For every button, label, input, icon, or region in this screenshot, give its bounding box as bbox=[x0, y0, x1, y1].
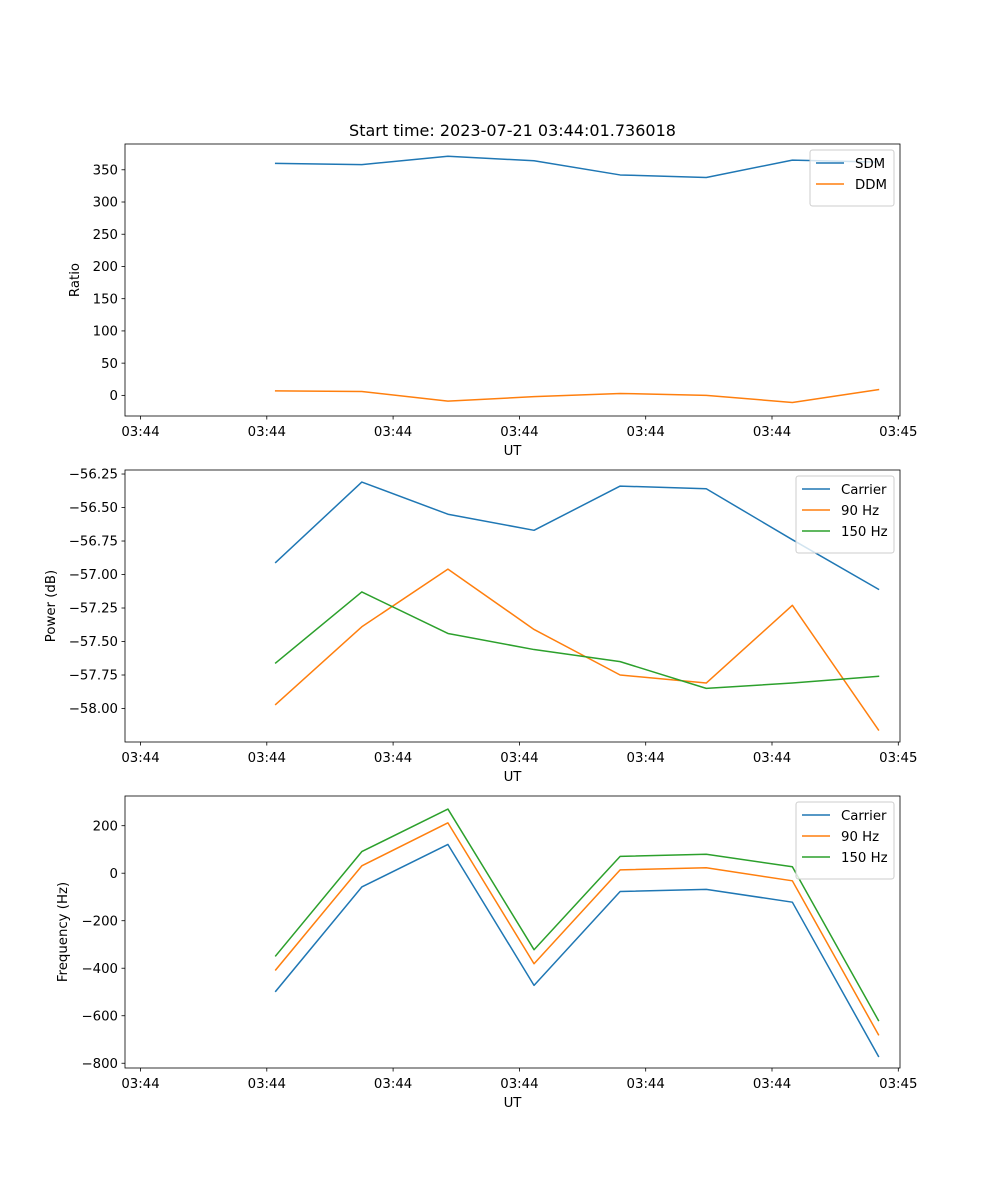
legend: Carrier 90 Hz 150 Hz bbox=[795, 801, 895, 880]
y-tick-label: −400 bbox=[81, 962, 118, 977]
x-tick-label: 03:44 bbox=[374, 751, 412, 766]
x-tick-label: 03:44 bbox=[500, 1077, 538, 1092]
x-tick-label: 03:44 bbox=[753, 425, 791, 440]
series-line-sdm bbox=[274, 155, 880, 179]
x-tick-label: 03:45 bbox=[879, 751, 917, 766]
y-tick-label: −56.50 bbox=[69, 501, 118, 516]
y-tick-label: 150 bbox=[93, 292, 118, 307]
y-tick-label: 200 bbox=[93, 260, 118, 275]
y-tick-label: 200 bbox=[93, 819, 118, 834]
legend-box bbox=[795, 801, 895, 880]
y-tick-label: 300 bbox=[93, 196, 118, 211]
y-tick-label: 350 bbox=[93, 163, 118, 178]
x-tick-label: 03:44 bbox=[374, 1077, 412, 1092]
series-line-90-hz bbox=[274, 568, 880, 731]
y-tick-label: −56.25 bbox=[69, 468, 118, 483]
x-tick-label: 03:44 bbox=[753, 751, 791, 766]
x-tick-label: 03:44 bbox=[753, 1077, 791, 1092]
series-line-90-hz bbox=[274, 822, 880, 1036]
y-tick-label: −57.00 bbox=[69, 568, 118, 583]
x-axis-label: UT bbox=[504, 444, 523, 459]
y-tick-label: −600 bbox=[81, 1009, 118, 1024]
series-line-carrier bbox=[274, 843, 880, 1058]
legend: Carrier 90 Hz 150 Hz bbox=[795, 475, 895, 554]
plot-area bbox=[125, 470, 900, 742]
x-tick-label: 03:44 bbox=[627, 1077, 665, 1092]
legend-label: Carrier bbox=[841, 809, 887, 824]
x-tick-label: 03:44 bbox=[627, 751, 665, 766]
series-line-150-hz bbox=[274, 808, 880, 1022]
legend-label: SDM bbox=[855, 157, 885, 172]
y-axis-label: Ratio bbox=[68, 263, 83, 297]
x-tick-label: 03:44 bbox=[248, 425, 286, 440]
x-tick-label: 03:45 bbox=[879, 425, 917, 440]
x-tick-label: 03:44 bbox=[500, 751, 538, 766]
y-tick-label: −56.75 bbox=[69, 535, 118, 550]
y-tick-label: −57.75 bbox=[69, 669, 118, 684]
y-tick-label: 0 bbox=[110, 389, 118, 404]
series-line-150-hz bbox=[274, 591, 880, 690]
y-tick-label: −200 bbox=[81, 914, 118, 929]
x-axis-label: UT bbox=[504, 770, 523, 785]
y-axis-label: Power (dB) bbox=[44, 570, 59, 642]
x-axis-label: UT bbox=[504, 1096, 523, 1111]
legend-label: 150 Hz bbox=[841, 851, 888, 866]
legend-box bbox=[795, 475, 895, 554]
x-tick-label: 03:44 bbox=[374, 425, 412, 440]
y-tick-label: 100 bbox=[93, 325, 118, 340]
y-tick-label: 0 bbox=[110, 867, 118, 882]
x-tick-label: 03:44 bbox=[248, 1077, 286, 1092]
x-tick-label: 03:44 bbox=[248, 751, 286, 766]
legend-label: 90 Hz bbox=[841, 504, 879, 519]
series-line-ddm bbox=[274, 388, 880, 404]
chart-panel-2: 03:44 03:44 03:44 03:44 03:44 03:44 03:45 −58.0… bbox=[44, 468, 917, 785]
plot-area bbox=[125, 796, 900, 1068]
axes-frame bbox=[124, 143, 901, 417]
axes-frame bbox=[124, 795, 901, 1069]
axes-frame bbox=[124, 469, 901, 743]
legend-box bbox=[809, 149, 895, 207]
legend-label: 90 Hz bbox=[841, 830, 879, 845]
x-tick-label: 03:45 bbox=[879, 1077, 917, 1092]
y-axis-label: Frequency (Hz) bbox=[56, 882, 71, 982]
series-line-carrier bbox=[274, 481, 880, 591]
legend-label: DDM bbox=[855, 178, 887, 193]
x-tick-label: 03:44 bbox=[500, 425, 538, 440]
x-tick-label: 03:44 bbox=[121, 1077, 159, 1092]
y-tick-label: −800 bbox=[81, 1057, 118, 1072]
y-tick-label: −57.25 bbox=[69, 602, 118, 617]
chart-panel-3: 03:44 03:44 03:44 03:44 03:44 03:44 03:45 −800 −… bbox=[56, 795, 917, 1111]
y-tick-label: 50 bbox=[101, 357, 118, 372]
x-tick-label: 03:44 bbox=[627, 425, 665, 440]
legend-label: 150 Hz bbox=[841, 525, 888, 540]
x-tick-label: 03:44 bbox=[121, 425, 159, 440]
y-tick-label: −57.50 bbox=[69, 635, 118, 650]
y-tick-label: −58.00 bbox=[69, 702, 118, 717]
chart-title: Start time: 2023-07-21 03:44:01.736018 bbox=[349, 121, 676, 140]
legend-label: Carrier bbox=[841, 483, 887, 498]
x-tick-label: 03:44 bbox=[121, 751, 159, 766]
y-tick-label: 250 bbox=[93, 228, 118, 243]
plot-area bbox=[125, 144, 900, 416]
chart-panel-1: 03:44 03:44 03:44 03:44 03:44 03:44 03:45 0 50 10… bbox=[68, 143, 917, 459]
legend: SDM DDM bbox=[809, 149, 895, 207]
